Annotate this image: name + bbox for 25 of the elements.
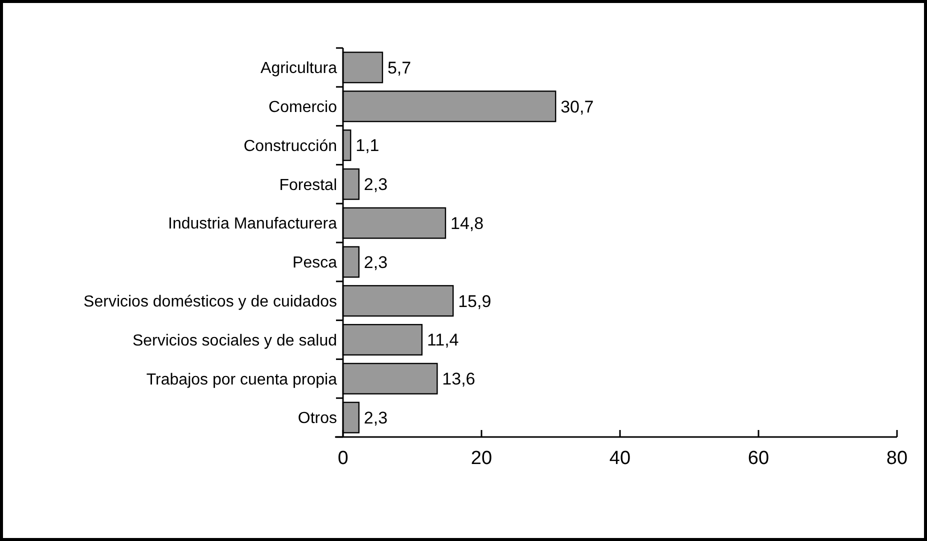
data-label: 15,9 [458,292,492,311]
data-label: 5,7 [387,58,412,78]
data-label: 2,3 [364,175,388,194]
data-label: 1,1 [356,136,380,156]
data-label: 30,7 [560,97,594,116]
data-label: 11,4 [426,330,459,350]
x-tick-label: 40 [609,448,631,469]
data-label: 13,6 [442,370,476,389]
y-tick-label: Agricultura [260,60,338,78]
x-tick-label: 60 [748,448,770,469]
y-tick-label: Comercio [268,98,338,116]
x-tick-label: 20 [470,448,492,469]
x-tick-label: 80 [886,448,908,469]
data-label: 14,8 [450,214,484,233]
x-tick-label: 0 [338,448,348,469]
y-tick-label: Servicios domésticos y de cuidados [84,293,337,310]
y-tick-label: Servicios sociales y de salud [132,332,337,350]
data-label: 2,3 [364,408,388,428]
data-label: 2,3 [364,252,388,272]
y-tick-label: Forestal [279,176,337,194]
y-tick-label: Industria Manufacturera [168,216,338,233]
y-tick-label: Otros [298,410,337,428]
y-tick-label: Construcción [244,138,337,155]
y-tick-label: Trabajos por cuenta propia [146,371,338,388]
y-tick-label: Pesca [292,254,338,272]
